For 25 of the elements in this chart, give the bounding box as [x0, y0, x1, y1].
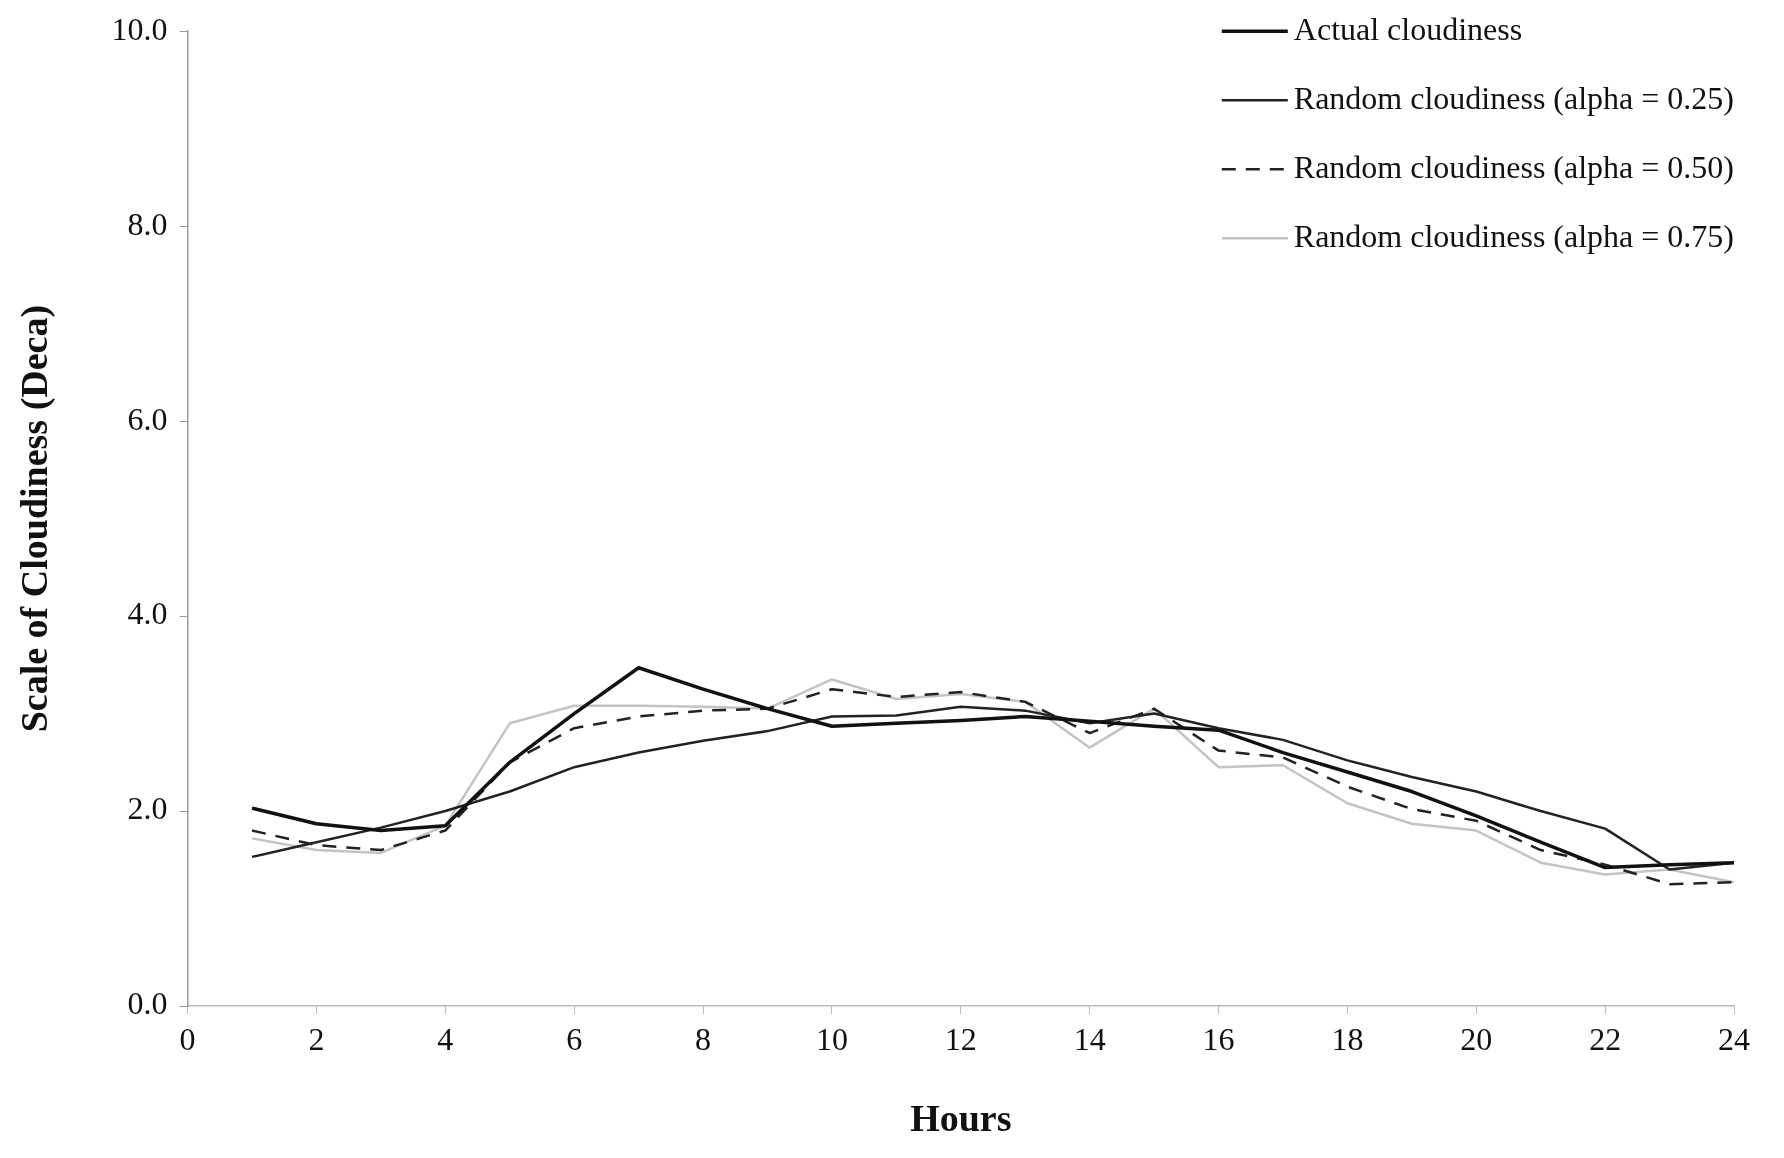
x-tick-label: 20 [1460, 1020, 1493, 1057]
legend-label: Random cloudiness (alpha = 0.50) [1293, 148, 1734, 185]
x-tick-label: 12 [944, 1020, 977, 1057]
y-tick-label: 10.0 [111, 10, 168, 47]
x-tick-label: 0 [179, 1020, 196, 1057]
x-tick-label: 2 [308, 1020, 325, 1057]
y-tick-label: 0.0 [127, 985, 168, 1022]
legend-label: Random cloudiness (alpha = 0.75) [1293, 217, 1734, 254]
legend-label: Actual cloudiness [1293, 10, 1523, 47]
y-axis-title: Scale of Cloudiness (Deca) [12, 304, 56, 733]
y-tick-label: 6.0 [127, 400, 168, 437]
x-tick-label: 8 [695, 1020, 712, 1057]
y-tick-label: 2.0 [127, 790, 168, 827]
x-tick-label: 18 [1331, 1020, 1364, 1057]
x-tick-label: 16 [1202, 1020, 1235, 1057]
x-tick-label: 24 [1718, 1020, 1750, 1057]
x-tick-label: 14 [1073, 1020, 1106, 1057]
x-tick-label: 6 [566, 1020, 583, 1057]
x-axis-title: Hours [910, 1097, 1012, 1140]
y-tick-label: 8.0 [127, 205, 168, 242]
x-tick-label: 22 [1589, 1020, 1622, 1057]
y-tick-label: 4.0 [127, 595, 168, 632]
legend-label: Random cloudiness (alpha = 0.25) [1293, 79, 1734, 116]
x-tick-label: 4 [437, 1020, 454, 1057]
x-tick-label: 10 [815, 1020, 848, 1057]
